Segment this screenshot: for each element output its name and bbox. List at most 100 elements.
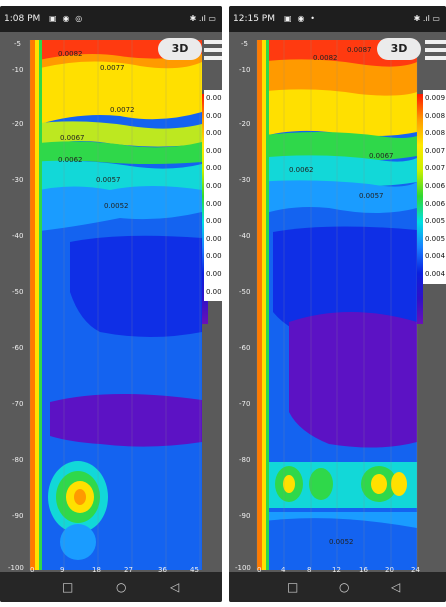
scale-label: 0.004 <box>423 248 446 266</box>
scale-label: 0.008 <box>423 125 446 143</box>
scale-label: 0.004 <box>423 265 446 284</box>
scale-label: 0.0082 <box>204 125 222 143</box>
y-tick: -10 <box>239 66 251 74</box>
message-icon: ▣ <box>284 14 292 23</box>
x-tick: 12 <box>332 566 341 574</box>
toggle-3d-button[interactable]: 3D <box>158 38 202 60</box>
contour-plot-right[interactable] <box>229 32 446 572</box>
notification-icons: ▣ ◉ ◎ <box>46 6 82 32</box>
y-tick: -50 <box>239 288 251 296</box>
scale-label: 0.0037 <box>204 283 222 302</box>
scale-label: 0.0062 <box>204 195 222 214</box>
x-tick: 8 <box>307 566 312 574</box>
contour-label: 0.0052 <box>104 202 129 210</box>
location-icon: ◉ <box>297 14 305 23</box>
scale-label: 0.007 <box>423 160 446 178</box>
y-tick: -70 <box>12 400 24 408</box>
y-tick: -100 <box>235 564 251 572</box>
y-tick: -20 <box>12 120 24 128</box>
scale-label: 0.007 <box>423 142 446 161</box>
recent-apps-button[interactable]: □ <box>287 580 299 594</box>
scale-label: 0.0057 <box>204 213 222 231</box>
x-tick: 16 <box>359 566 368 574</box>
contour-label: 0.0082 <box>58 50 83 58</box>
navigation-bar: □ ○ ◁ <box>0 572 222 602</box>
scale-label: 0.006 <box>423 177 446 196</box>
contour-label: 0.0062 <box>58 156 83 164</box>
back-button[interactable]: ◁ <box>170 580 180 594</box>
contour-label: 0.0077 <box>100 64 125 72</box>
scale-label: 0.0087 <box>204 107 222 126</box>
y-tick: -20 <box>239 120 251 128</box>
status-time: 12:15 PM <box>233 14 275 24</box>
scale-label: 0.0042 <box>204 265 222 284</box>
x-tick: 36 <box>158 566 167 574</box>
home-button[interactable]: ○ <box>116 580 127 594</box>
y-tick: -30 <box>239 176 251 184</box>
menu-icon[interactable] <box>204 40 222 64</box>
navigation-bar: □ ○ ◁ <box>229 572 446 602</box>
y-tick: -60 <box>239 344 251 352</box>
notification-icons: ▣ ◉ • <box>281 6 315 32</box>
y-tick: -40 <box>239 232 251 240</box>
color-scale-labels: 0.009 0.008 0.008 0.007 0.007 0.006 0.00… <box>423 90 446 284</box>
y-tick: -100 <box>8 564 24 572</box>
x-tick: 45 <box>190 566 199 574</box>
scale-label: 0.0067 <box>204 177 222 196</box>
phone-screen-right: 12:15 PM ▣ ◉ • ✱ .ıl ▭ <box>229 6 446 602</box>
y-tick: -50 <box>12 288 24 296</box>
phone-screen-left: 1:08 PM ▣ ◉ ◎ ✱ .ıl ▭ <box>0 6 222 602</box>
scale-label: 0.0077 <box>204 142 222 161</box>
contour-label: 0.0082 <box>313 54 338 62</box>
contour-label: 0.0067 <box>60 134 85 142</box>
scale-label: 0.006 <box>423 195 446 214</box>
y-tick: -80 <box>12 456 24 464</box>
scale-label: 0.008 <box>423 107 446 126</box>
x-tick: 0 <box>30 566 35 574</box>
y-tick: -5 <box>14 40 21 48</box>
toggle-3d-button[interactable]: 3D <box>377 38 421 60</box>
scale-label: 0.009 <box>423 90 446 108</box>
status-right-icons: ✱ .ıl ▭ <box>189 14 216 23</box>
scale-label: 0.005 <box>423 230 446 249</box>
contour-label: 0.0057 <box>359 192 384 200</box>
home-button[interactable]: ○ <box>339 580 350 594</box>
status-bar: 12:15 PM ▣ ◉ • ✱ .ıl ▭ <box>229 6 446 32</box>
recent-apps-button[interactable]: □ <box>62 580 74 594</box>
status-time: 1:08 PM <box>4 14 41 24</box>
x-tick: 4 <box>281 566 286 574</box>
y-tick: -30 <box>12 176 24 184</box>
contour-label: 0.0072 <box>110 106 135 114</box>
y-tick: -10 <box>12 66 24 74</box>
scale-label: 0.005 <box>423 213 446 231</box>
back-button[interactable]: ◁ <box>391 580 401 594</box>
contour-label: 0.0057 <box>96 176 121 184</box>
color-scale-bar <box>417 94 423 324</box>
x-tick: 18 <box>92 566 101 574</box>
y-tick: -90 <box>239 512 251 520</box>
message-icon: ▣ <box>49 14 57 23</box>
camera-icon: ◎ <box>75 14 83 23</box>
contour-label: 0.0062 <box>289 166 314 174</box>
y-tick: -40 <box>12 232 24 240</box>
scale-label: 0.0052 <box>204 230 222 249</box>
contour-label: 0.0087 <box>347 46 372 54</box>
menu-icon[interactable] <box>425 40 446 64</box>
status-bar: 1:08 PM ▣ ◉ ◎ ✱ .ıl ▭ <box>0 6 222 32</box>
x-tick: 20 <box>385 566 394 574</box>
y-tick: -5 <box>241 40 248 48</box>
x-tick: 24 <box>411 566 420 574</box>
y-tick: -70 <box>239 400 251 408</box>
y-tick: -60 <box>12 344 24 352</box>
dot-icon: • <box>310 14 316 23</box>
y-tick: -90 <box>12 512 24 520</box>
contour-label: 0.0067 <box>369 152 394 160</box>
x-tick: 0 <box>257 566 262 574</box>
scale-label: 0.0072 <box>204 160 222 178</box>
contour-plot-left[interactable] <box>0 32 222 572</box>
x-tick: 9 <box>60 566 65 574</box>
contour-label: 0.0052 <box>329 538 354 546</box>
